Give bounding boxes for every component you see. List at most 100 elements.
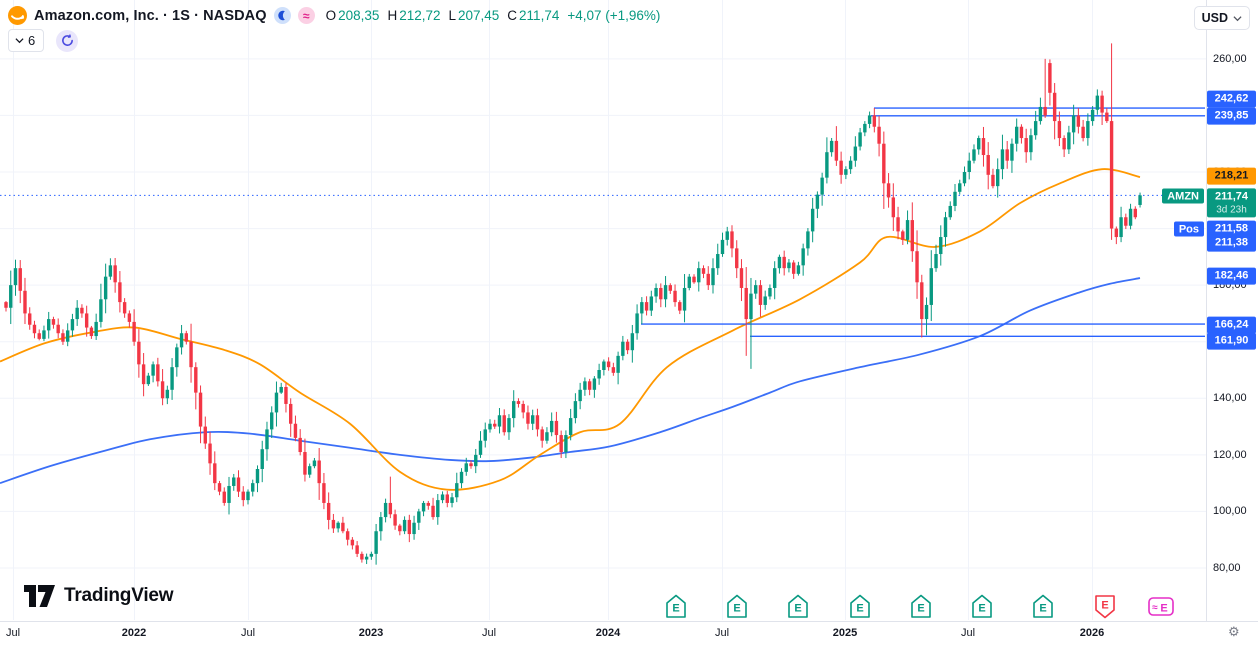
earnings-miss-icon[interactable]: E <box>1095 595 1115 619</box>
candle[interactable] <box>521 400 525 419</box>
candle[interactable] <box>744 267 748 356</box>
candle[interactable] <box>516 398 521 408</box>
candle[interactable] <box>502 409 506 436</box>
candle[interactable] <box>1048 59 1052 106</box>
candle[interactable] <box>108 258 113 280</box>
candle[interactable] <box>241 486 245 507</box>
candle[interactable] <box>497 408 502 434</box>
candle[interactable] <box>284 383 288 413</box>
candle[interactable] <box>141 353 146 397</box>
candle[interactable] <box>122 298 127 318</box>
candle[interactable] <box>872 108 877 133</box>
candle[interactable] <box>293 415 298 442</box>
candle[interactable] <box>165 385 170 405</box>
time-scale[interactable]: Jul 2022 Jul 2023 Jul 2024 Jul 2025 Jul 2026 <box>0 621 1258 645</box>
candle[interactable] <box>545 427 549 444</box>
candle[interactable] <box>554 411 559 443</box>
candle[interactable] <box>270 406 274 439</box>
candle[interactable] <box>421 500 426 517</box>
candle[interactable] <box>535 408 540 437</box>
candle[interactable] <box>151 361 155 383</box>
candle[interactable] <box>459 468 464 489</box>
candle[interactable] <box>1090 106 1095 126</box>
candle[interactable] <box>1029 128 1033 161</box>
earnings-beat-icon[interactable]: E <box>911 594 931 618</box>
candle[interactable] <box>331 513 336 533</box>
candle[interactable] <box>863 121 867 137</box>
candle[interactable] <box>56 318 60 339</box>
candle[interactable] <box>198 385 203 444</box>
candle[interactable] <box>953 183 957 212</box>
earnings-beat-icon[interactable]: E <box>666 594 686 618</box>
tradingview-logo[interactable]: TradingView <box>24 585 174 607</box>
candle[interactable] <box>203 416 207 449</box>
candle[interactable] <box>493 419 497 429</box>
candle[interactable] <box>1000 134 1005 180</box>
candle[interactable] <box>782 250 786 276</box>
candle[interactable] <box>825 137 829 184</box>
candle[interactable] <box>725 226 729 246</box>
candle[interactable] <box>32 320 37 339</box>
candle[interactable] <box>806 228 810 256</box>
candle[interactable] <box>345 528 350 546</box>
candle[interactable] <box>1038 97 1043 125</box>
candle[interactable] <box>640 297 644 325</box>
candle[interactable] <box>360 551 364 563</box>
candle[interactable] <box>763 290 767 310</box>
candle[interactable] <box>706 266 710 290</box>
candle[interactable] <box>51 316 56 329</box>
candle[interactable] <box>829 137 834 157</box>
candle[interactable] <box>559 430 563 459</box>
candle[interactable] <box>621 335 625 361</box>
candle[interactable] <box>1109 43 1114 240</box>
candle[interactable] <box>630 324 635 363</box>
candle[interactable] <box>777 254 782 274</box>
candle[interactable] <box>678 300 682 315</box>
candle[interactable] <box>568 408 573 441</box>
candle[interactable] <box>488 419 492 433</box>
candle[interactable] <box>882 131 886 209</box>
candle[interactable] <box>1128 203 1133 230</box>
currency-selector[interactable]: USD <box>1193 6 1250 30</box>
candle[interactable] <box>265 421 269 461</box>
candle[interactable] <box>222 487 226 506</box>
candle[interactable] <box>772 261 777 300</box>
candle[interactable] <box>132 309 136 346</box>
candle[interactable] <box>1019 124 1024 144</box>
candle[interactable] <box>659 283 663 308</box>
session-status-icon[interactable] <box>273 7 291 24</box>
candle[interactable] <box>915 230 919 299</box>
candle[interactable] <box>232 473 236 491</box>
earnings-beat-icon[interactable]: E <box>788 594 808 618</box>
candle[interactable] <box>867 111 872 129</box>
candle[interactable] <box>274 381 279 427</box>
candle[interactable] <box>474 448 478 474</box>
candle[interactable] <box>483 422 487 448</box>
candle[interactable] <box>364 553 369 565</box>
candle[interactable] <box>445 490 449 508</box>
candle[interactable] <box>730 225 734 258</box>
candle[interactable] <box>967 152 971 180</box>
candle[interactable] <box>379 512 383 541</box>
candle[interactable] <box>1081 119 1085 142</box>
candle[interactable] <box>606 357 611 371</box>
candle[interactable] <box>1010 138 1014 173</box>
candle[interactable] <box>412 515 416 540</box>
candle[interactable] <box>23 277 27 325</box>
candle[interactable] <box>896 206 900 240</box>
candle[interactable] <box>1076 108 1081 134</box>
candle[interactable] <box>668 283 672 294</box>
candle[interactable] <box>402 516 407 535</box>
candle[interactable] <box>175 343 179 377</box>
candle[interactable] <box>815 191 820 219</box>
candle[interactable] <box>99 283 103 328</box>
candle[interactable] <box>47 311 51 339</box>
candle[interactable] <box>943 211 948 247</box>
candle[interactable] <box>478 431 483 458</box>
candle[interactable] <box>972 144 976 164</box>
candle[interactable] <box>853 136 858 167</box>
candle[interactable] <box>986 142 990 190</box>
candle[interactable] <box>768 284 772 300</box>
candle[interactable] <box>739 259 744 302</box>
candle[interactable] <box>1124 213 1128 230</box>
